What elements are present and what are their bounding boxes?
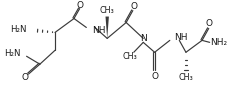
Text: O: O	[21, 73, 28, 82]
Text: O: O	[204, 19, 211, 28]
Text: NH: NH	[174, 33, 187, 42]
Text: CH₃: CH₃	[99, 6, 114, 15]
Text: H₂N: H₂N	[4, 49, 21, 58]
Text: O: O	[130, 2, 137, 11]
Text: NH: NH	[92, 26, 105, 35]
Text: H₂N: H₂N	[10, 25, 27, 34]
Text: CH₃: CH₃	[122, 52, 137, 61]
Text: NH₂: NH₂	[209, 38, 226, 47]
Text: CH₃: CH₃	[178, 73, 192, 82]
Polygon shape	[105, 17, 109, 38]
Text: N: N	[139, 34, 146, 43]
Text: O: O	[151, 72, 158, 81]
Text: O: O	[76, 1, 83, 10]
